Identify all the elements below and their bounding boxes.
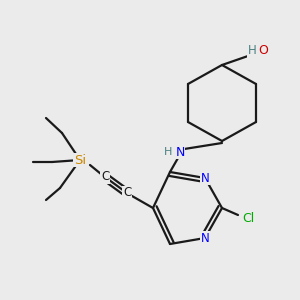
Text: N: N [201, 172, 209, 184]
Text: H: H [248, 44, 256, 58]
Text: N: N [175, 146, 185, 158]
Text: N: N [201, 232, 209, 244]
Text: Cl: Cl [242, 212, 254, 224]
Text: H: H [164, 147, 172, 157]
Text: O: O [258, 44, 268, 58]
Text: Si: Si [74, 154, 86, 166]
Text: C: C [123, 187, 131, 200]
Text: C: C [101, 170, 109, 184]
